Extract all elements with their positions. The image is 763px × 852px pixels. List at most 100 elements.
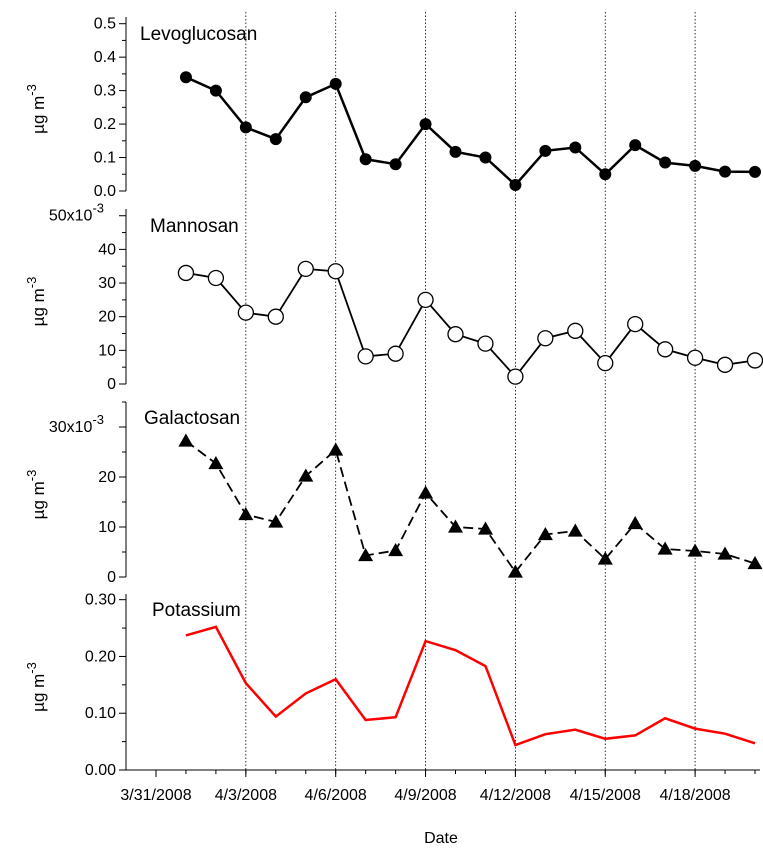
series-line — [185, 625, 756, 747]
panel-title: Levoglucosan — [140, 24, 257, 45]
data-point — [417, 291, 434, 309]
y-tick-label: 30x10-3 — [49, 412, 104, 436]
data-point — [507, 564, 523, 578]
y-axis-label-exponent: -3 — [24, 84, 39, 96]
data-point — [299, 91, 312, 104]
data-point — [627, 315, 644, 333]
data-point — [447, 326, 464, 343]
data-point — [719, 165, 732, 178]
data-point — [268, 514, 284, 528]
y-tick-label: 50x10-3 — [49, 201, 104, 225]
data-point — [449, 145, 462, 158]
data-point — [237, 304, 255, 321]
data-point — [569, 141, 582, 154]
y-tick-label: 0.0 — [94, 183, 116, 200]
x-tick-label: 4/6/2008 — [305, 787, 367, 804]
y-axis-label: µg m-3 — [24, 277, 48, 327]
data-point — [687, 543, 703, 557]
data-point — [297, 260, 314, 278]
data-point — [509, 178, 522, 191]
x-tick-label: 4/3/2008 — [215, 787, 277, 804]
data-point — [267, 308, 284, 325]
y-tick-label: 0.5 — [94, 16, 116, 33]
y-tick-label: 0 — [107, 569, 116, 586]
y-tick-label: 0.3 — [94, 83, 116, 100]
data-point — [629, 139, 642, 152]
y-tick-label: 0.20 — [85, 648, 116, 665]
data-point — [567, 523, 583, 537]
y-axis-label: µg m-3 — [24, 84, 48, 134]
data-point — [269, 133, 282, 146]
data-point — [179, 71, 192, 84]
x-tick-label: 4/12/2008 — [480, 787, 551, 804]
data-point — [298, 468, 314, 482]
y-tick-label-exponent: -3 — [92, 412, 104, 427]
data-point — [418, 485, 434, 499]
series-line — [185, 440, 756, 574]
y-axis-label: µg m-3 — [24, 662, 48, 712]
series-line — [185, 76, 756, 187]
y-axis-label-exponent: -3 — [24, 470, 39, 482]
y-tick-label: 0.4 — [94, 49, 116, 66]
x-tick-label: 4/9/2008 — [394, 787, 456, 804]
data-point — [659, 156, 672, 169]
data-point — [389, 158, 402, 171]
data-point — [448, 519, 463, 533]
data-point — [207, 269, 225, 287]
data-point — [238, 507, 254, 521]
data-point — [627, 516, 643, 530]
data-point — [597, 354, 614, 372]
data-point — [599, 168, 612, 181]
y-axis-label-exponent: -3 — [24, 662, 39, 674]
data-point — [477, 335, 494, 352]
y-tick-label: 20 — [98, 469, 116, 486]
x-axis-label: Date — [424, 830, 458, 847]
x-tick-label: 4/18/2008 — [660, 787, 731, 804]
y-tick-label: 0 — [107, 376, 116, 393]
y-axis-label-exponent: -3 — [24, 277, 39, 289]
y-tick-label: 40 — [98, 241, 116, 258]
y-tick-label: 0.2 — [94, 116, 116, 133]
data-point — [479, 151, 492, 164]
data-point — [327, 263, 344, 280]
y-axis-label: µg m-3 — [24, 470, 48, 520]
data-point — [597, 551, 613, 565]
y-tick-label: 20 — [98, 309, 116, 326]
y-tick-label: 0.1 — [94, 150, 116, 167]
y-tick-label: 30 — [98, 275, 116, 292]
data-point — [178, 433, 194, 447]
y-tick-label-exponent: -3 — [92, 201, 104, 216]
panel-title: Galactosan — [144, 408, 240, 429]
data-point — [537, 330, 554, 347]
data-point — [357, 348, 374, 365]
y-tick-label: 10 — [98, 519, 116, 536]
y-tick-label: 10 — [98, 342, 116, 359]
data-point — [358, 548, 374, 562]
data-point — [746, 352, 763, 369]
data-point — [419, 118, 432, 131]
data-point — [209, 84, 222, 97]
x-tick-label: 4/15/2008 — [570, 787, 641, 804]
data-point — [387, 345, 404, 362]
y-tick-label: 0.30 — [85, 592, 116, 609]
data-point — [329, 77, 342, 90]
data-point — [388, 543, 404, 557]
data-point — [686, 349, 704, 366]
data-point — [657, 541, 673, 555]
data-point — [537, 527, 553, 541]
data-point — [657, 341, 674, 358]
y-tick-label: 0.00 — [85, 762, 116, 779]
data-point — [239, 121, 252, 134]
data-point — [507, 368, 524, 385]
data-point — [749, 165, 761, 178]
data-point — [478, 521, 493, 535]
data-point — [328, 442, 344, 456]
data-point — [359, 153, 372, 166]
plot-layer: 3/31/2008 4/3/2008 4/6/2008 4/9/2008 4/12/20… — [24, 12, 763, 804]
y-tick-label: 0.10 — [85, 705, 116, 722]
panel-title: Mannosan — [150, 216, 239, 237]
data-point — [539, 144, 552, 157]
data-point — [177, 264, 195, 282]
data-point — [747, 556, 763, 570]
